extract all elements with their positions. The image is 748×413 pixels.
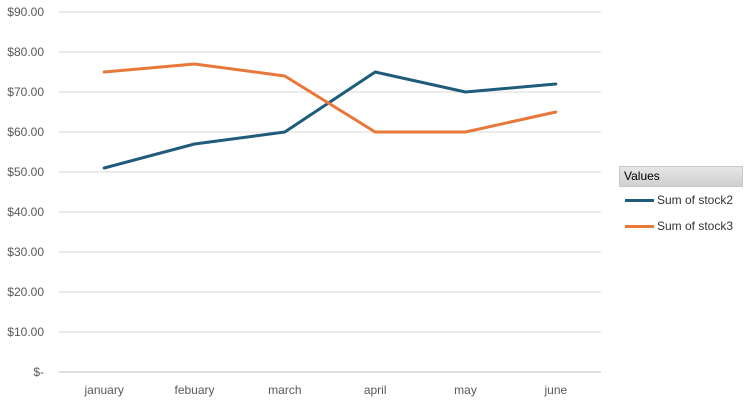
x-tick-label: febuary (174, 383, 214, 397)
x-tick-label: april (364, 383, 387, 397)
legend: Values Sum of stock2 Sum of stock3 (619, 166, 743, 239)
gridlines (59, 11, 601, 373)
y-axis-ticks: $- $10.00 $20.00 $30.00 $40.00 $50.00 $60.00 $7… (7, 5, 44, 379)
y-tick-label: $90.00 (7, 5, 44, 19)
y-tick-label: $80.00 (7, 45, 44, 59)
y-tick-label: $30.00 (7, 245, 44, 259)
y-tick-label: $70.00 (7, 85, 44, 99)
legend-swatch-stock3 (625, 225, 654, 228)
x-tick-label: may (454, 383, 477, 397)
x-axis-ticks: january febuary march april may june (83, 383, 567, 397)
y-tick-label: $50.00 (7, 165, 44, 179)
x-tick-label: june (543, 383, 567, 397)
x-tick-label: march (268, 383, 301, 397)
legend-title[interactable]: Values (619, 166, 743, 187)
legend-item-stock3: Sum of stock3 (619, 213, 743, 239)
legend-item-stock2: Sum of stock2 (619, 187, 743, 213)
legend-label-stock2: Sum of stock2 (657, 193, 734, 207)
y-tick-label: $10.00 (7, 325, 44, 339)
legend-swatch-stock2 (625, 199, 654, 202)
y-tick-label: $- (33, 365, 44, 379)
series-lines (102, 62, 558, 170)
y-tick-label: $20.00 (7, 285, 44, 299)
series-line-1 (102, 70, 558, 170)
y-tick-label: $40.00 (7, 205, 44, 219)
series-line-2 (102, 62, 558, 134)
x-tick-label: january (83, 383, 123, 397)
legend-label-stock3: Sum of stock3 (657, 219, 734, 233)
y-tick-label: $60.00 (7, 125, 44, 139)
